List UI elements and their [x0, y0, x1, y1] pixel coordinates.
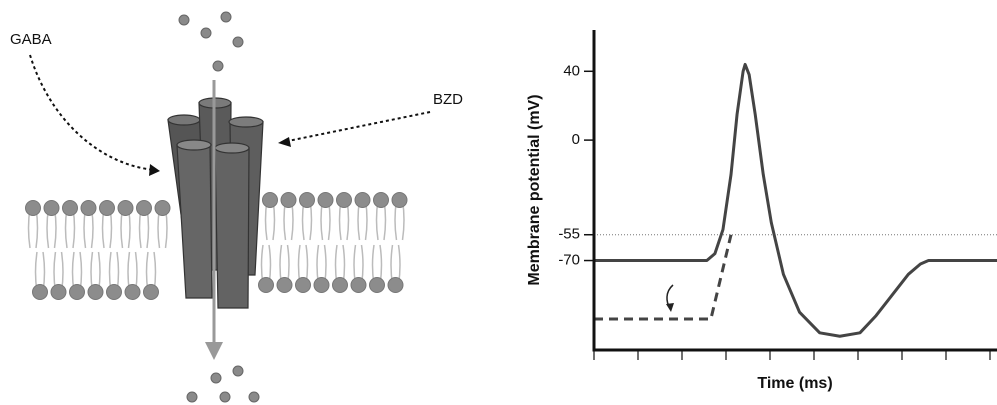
lipid-head	[69, 284, 85, 300]
lipid-head	[280, 192, 297, 208]
lipid-head	[25, 200, 41, 216]
lipid-head	[43, 200, 60, 216]
lipid-head	[317, 192, 334, 208]
lipid-head	[354, 192, 371, 208]
channel	[167, 80, 264, 360]
chart: Membrane potential (mV) Time (ms) 40 0 -55…	[526, 30, 997, 392]
lipid-head	[369, 277, 385, 293]
membrane	[25, 192, 408, 300]
arrowhead	[666, 303, 674, 312]
lipid-head	[80, 200, 97, 216]
x-axis-label: Time (ms)	[757, 375, 832, 392]
lipid-head	[143, 284, 159, 300]
bzd-label: BZD	[433, 91, 463, 108]
lipid-head	[136, 200, 152, 216]
lipid-head	[336, 192, 352, 208]
lipid-head	[124, 284, 141, 300]
y-tick-label: 0	[572, 131, 580, 148]
receptor-diagram: GABA BZD	[10, 11, 463, 403]
lipid-head	[32, 284, 48, 300]
lipid-head	[87, 284, 104, 300]
line-series	[594, 62, 997, 338]
y-tick-label: -55	[558, 226, 580, 243]
arrowhead	[278, 137, 291, 147]
lipid-head	[313, 277, 330, 293]
y-axis-label: Membrane potential (mV)	[526, 94, 543, 285]
gaba-label: GABA	[10, 31, 52, 48]
lipid-head	[117, 200, 134, 216]
lipid-head	[106, 284, 122, 300]
lipid-head	[50, 284, 67, 300]
lipid-head	[350, 277, 367, 293]
lipid-head	[391, 192, 408, 208]
lipid-head	[387, 277, 404, 293]
lipid-head	[154, 200, 171, 216]
lipid-head	[262, 192, 278, 208]
lipid-head	[332, 277, 348, 293]
arrowhead	[149, 164, 160, 176]
lipid-head	[99, 200, 115, 216]
lipid-head	[62, 200, 78, 216]
lipid-head	[295, 277, 311, 293]
ions	[178, 11, 260, 403]
y-tick-label: -70	[558, 252, 580, 269]
line-series	[594, 234, 733, 321]
lipid-head	[373, 192, 389, 208]
y-tick-label: 40	[563, 62, 580, 79]
lipid-head	[299, 192, 315, 208]
gaba-arrow	[29, 54, 156, 171]
bzd-arrow	[282, 111, 431, 143]
lipid-head	[258, 277, 274, 293]
lipid-head	[276, 277, 293, 293]
